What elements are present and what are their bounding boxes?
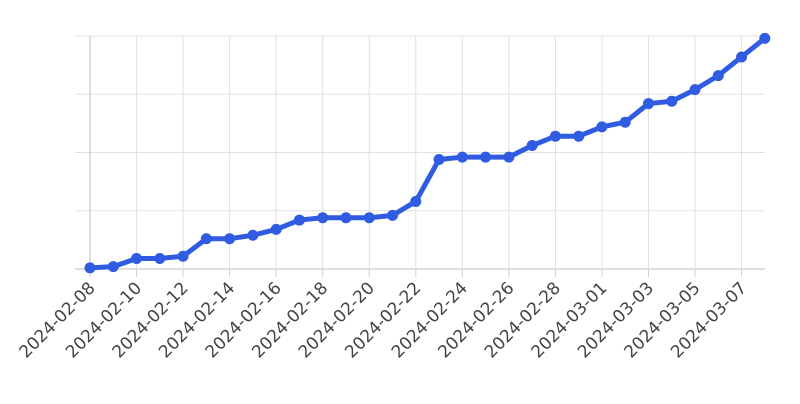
data-point[interactable] — [317, 212, 329, 224]
data-point[interactable] — [270, 223, 282, 235]
data-point[interactable] — [433, 153, 445, 165]
data-point[interactable] — [131, 253, 143, 265]
data-point[interactable] — [224, 233, 236, 245]
data-point[interactable] — [84, 262, 96, 274]
data-point[interactable] — [596, 121, 608, 133]
data-point[interactable] — [200, 233, 212, 245]
data-point[interactable] — [642, 98, 654, 110]
data-point[interactable] — [456, 151, 468, 163]
axes — [89, 36, 743, 277]
data-point[interactable] — [759, 32, 771, 44]
x-tick-labels: 2024-02-082024-02-102024-02-122024-02-14… — [16, 278, 752, 362]
data-point[interactable] — [410, 195, 422, 207]
data-point[interactable] — [666, 95, 678, 107]
data-point[interactable] — [363, 212, 375, 224]
series-layer — [84, 32, 771, 274]
series-line — [87, 35, 768, 271]
gridlines — [75, 35, 765, 270]
data-point[interactable] — [736, 51, 748, 63]
data-point[interactable] — [619, 116, 631, 128]
data-point[interactable] — [480, 151, 492, 163]
data-point[interactable] — [177, 250, 189, 262]
data-point[interactable] — [689, 84, 701, 96]
data-point[interactable] — [549, 130, 561, 142]
data-point[interactable] — [107, 261, 119, 273]
data-point[interactable] — [247, 229, 259, 241]
data-point[interactable] — [293, 214, 305, 226]
data-point[interactable] — [712, 70, 724, 82]
data-point[interactable] — [387, 209, 399, 221]
data-point[interactable] — [526, 140, 538, 152]
data-point[interactable] — [340, 212, 352, 224]
data-point[interactable] — [503, 151, 515, 163]
data-point[interactable] — [154, 253, 166, 265]
data-point[interactable] — [573, 130, 585, 142]
